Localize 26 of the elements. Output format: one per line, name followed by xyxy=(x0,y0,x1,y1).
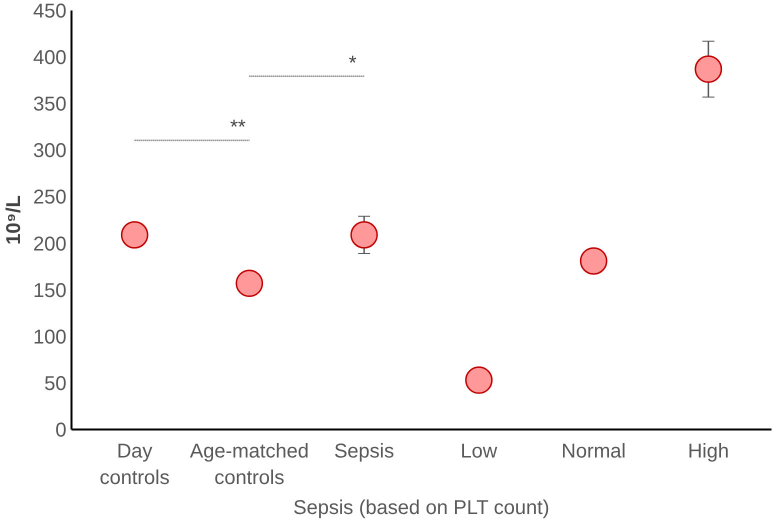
point xyxy=(350,221,378,249)
x-tick-label: High xyxy=(688,440,729,462)
y-tick-label: 300 xyxy=(33,140,67,162)
y-axis-title: 10⁹/L xyxy=(3,195,26,245)
point xyxy=(465,366,493,394)
y-tick-label: 350 xyxy=(33,94,67,116)
x-tick-label: Normal xyxy=(561,440,626,462)
y-tick-label: 50 xyxy=(44,372,67,395)
y-tick-label: 200 xyxy=(33,233,67,256)
y-tick-label: 0 xyxy=(55,420,66,442)
y-tick-label: 150 xyxy=(33,280,67,302)
x-axis-title: Sepsis (based on PLT count) xyxy=(293,496,550,519)
x-tick-label: Sepsis xyxy=(334,440,394,462)
x-tick-label: Day controls xyxy=(100,440,170,489)
point xyxy=(236,270,264,298)
y-tick-label: 100 xyxy=(33,326,67,348)
annotation: * xyxy=(348,52,357,74)
x-tick-label: Low xyxy=(460,440,498,462)
y-tick-label: 450 xyxy=(33,0,67,22)
point xyxy=(120,221,148,249)
x-tick-label: Age-matched controls xyxy=(190,440,309,489)
annotation: ** xyxy=(230,116,246,138)
point xyxy=(694,55,722,83)
y-tick-label: 250 xyxy=(33,186,67,209)
y-tick-label: 400 xyxy=(33,47,67,70)
point xyxy=(580,247,608,275)
